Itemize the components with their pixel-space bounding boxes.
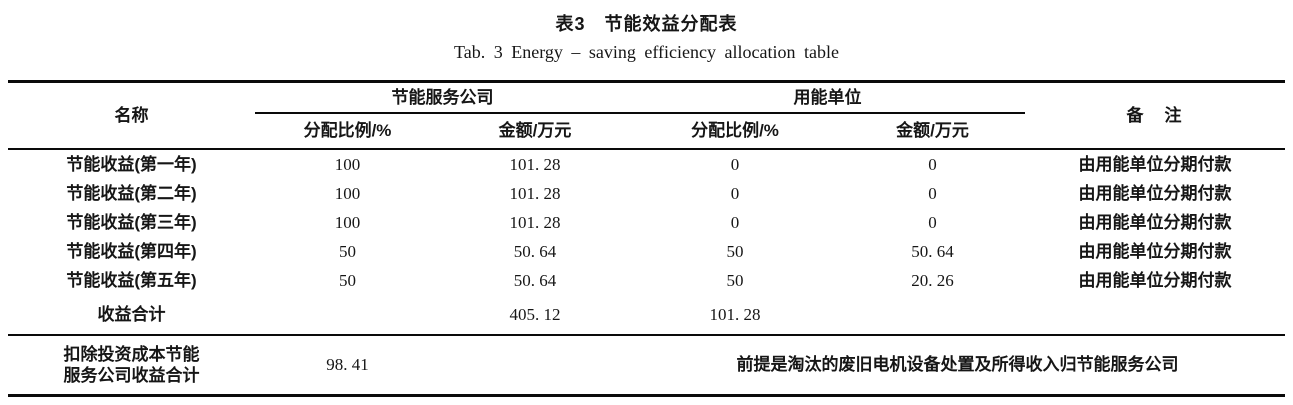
column-header-esco-ratio: 分配比例/% [255,113,440,150]
row-name: 扣除投资成本节能 服务公司收益合计 [8,335,255,396]
column-header-esco-amount: 金额/万元 [440,113,630,150]
row-name: 节能收益(第三年) [66,212,197,232]
table-row-year5: 节能收益(第五年) 50 50. 64 50 20. 26 由用能单位分期付款 [8,266,1285,295]
user-amount-cell: 20. 26 [911,270,954,290]
table-title-zh: 表3 节能效益分配表 [555,14,738,34]
column-header-name: 名称 [8,81,255,150]
table-row-total: 收益合计 405. 12 101. 28 [8,295,1285,336]
esco-ratio-cell: 50 [339,270,356,290]
user-amount-cell: 50. 64 [911,241,954,261]
esco-ratio-cell [255,295,440,336]
user-ratio-cell: 50 [726,270,744,290]
remark-cell: 由用能单位分期付款 [1078,212,1232,232]
table-row-net-total: 扣除投资成本节能 服务公司收益合计 98. 41 前提是淘汰的废旧电机设备处置及… [8,335,1285,396]
user-amount-cell: 0 [928,154,937,174]
row-name: 节能收益(第四年) [66,241,197,261]
esco-amount-cell: 101. 28 [509,212,561,232]
esco-amount-cell: 50. 64 [513,270,557,290]
user-ratio-cell: 0 [730,212,740,232]
row-name: 节能收益(第一年) [66,154,197,174]
row-name: 节能收益(第五年) [66,270,197,290]
esco-amount-cell: 101. 28 [509,154,561,174]
net-value-cell: 98. 41 [326,355,369,375]
user-ratio-cell: 50 [726,241,744,261]
user-ratio-cell: 0 [730,183,740,203]
esco-ratio-cell: 100 [334,212,361,232]
row-name-line1: 扣除投资成本节能 [63,344,200,364]
esco-amount-cell: 405. 12 [440,295,630,336]
user-ratio-cell: 0 [730,154,740,174]
column-group-user: 用能单位 [630,81,1025,114]
net-note-cell: 前提是淘汰的废旧电机设备处置及所得收入归节能服务公司 [736,355,1179,375]
esco-ratio-cell: 100 [334,183,361,203]
esco-ratio-cell: 100 [334,154,361,174]
column-header-user-ratio: 分配比例/% [630,113,840,150]
row-name: 节能收益(第二年) [66,183,197,203]
table-row-year1: 节能收益(第一年) 100 101. 28 0 0 由用能单位分期付款 [8,149,1285,179]
user-ratio-cell: 101. 28 [630,295,840,336]
remark-cell: 由用能单位分期付款 [1078,154,1232,174]
table-row-year3: 节能收益(第三年) 100 101. 28 0 0 由用能单位分期付款 [8,208,1285,237]
header-row-groups: 名称 节能服务公司 用能单位 备 注 [8,81,1285,150]
user-amount-cell: 0 [928,212,937,232]
esco-amount-cell: 101. 28 [509,183,561,203]
remark-cell [1025,295,1285,336]
column-group-esco: 节能服务公司 [255,81,630,114]
table-row-year2: 节能收益(第二年) 100 101. 28 0 0 由用能单位分期付款 [8,179,1285,208]
remark-cell: 由用能单位分期付款 [1078,241,1232,261]
remark-cell: 由用能单位分期付款 [1078,270,1232,290]
table-row-year4: 节能收益(第四年) 50 50. 64 50 50. 64 由用能单位分期付款 [8,237,1285,266]
column-header-user-amount: 金额/万元 [840,113,1025,150]
esco-amount-cell: 50. 64 [513,241,557,261]
user-amount-cell [840,295,1025,336]
esco-ratio-cell: 50 [339,241,356,261]
row-name: 收益合计 [8,295,255,336]
empty-cell [440,335,630,396]
user-amount-cell: 0 [928,183,937,203]
allocation-table: 名称 节能服务公司 用能单位 备 注 分配比例/% 金额/万元 分配比例/% 金… [8,80,1285,397]
header-row-subcolumns: 分配比例/% 金额/万元 分配比例/% 金额/万元 [8,113,1285,150]
row-name-line2: 服务公司收益合计 [63,366,200,385]
table-title-en: Tab. 3 Energy – saving efficiency alloca… [454,42,839,62]
remark-cell: 由用能单位分期付款 [1078,183,1232,203]
column-header-remark: 备 注 [1025,81,1285,150]
